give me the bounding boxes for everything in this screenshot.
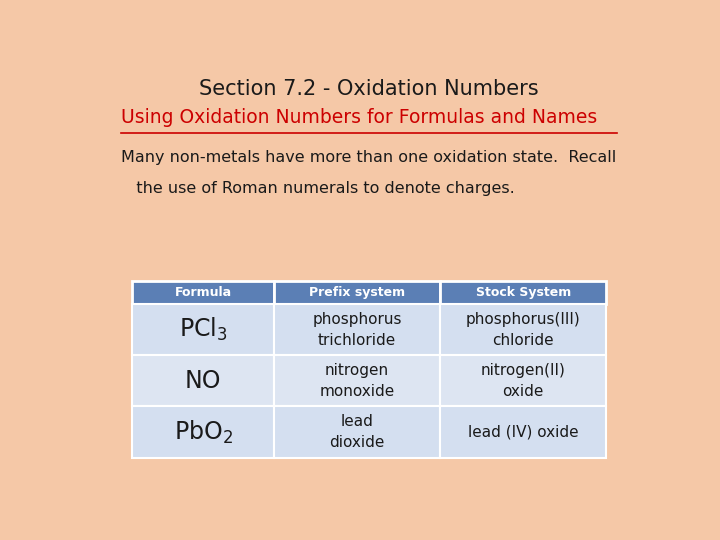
- Text: Section 7.2 - Oxidation Numbers: Section 7.2 - Oxidation Numbers: [199, 79, 539, 99]
- Text: phosphorus
trichloride: phosphorus trichloride: [312, 312, 402, 348]
- Text: the use of Roman numerals to denote charges.: the use of Roman numerals to denote char…: [121, 181, 515, 196]
- Text: Formula: Formula: [174, 286, 232, 299]
- Text: Using Oxidation Numbers for Formulas and Names: Using Oxidation Numbers for Formulas and…: [121, 109, 597, 127]
- Bar: [132, 304, 274, 355]
- Text: nitrogen
monoxide: nitrogen monoxide: [320, 363, 395, 399]
- Bar: [274, 355, 440, 407]
- Bar: [132, 355, 274, 407]
- Bar: [440, 407, 606, 458]
- Bar: [274, 281, 440, 304]
- Text: nitrogen(II)
oxide: nitrogen(II) oxide: [481, 363, 566, 399]
- Text: lead (IV) oxide: lead (IV) oxide: [468, 424, 578, 440]
- Bar: [132, 407, 274, 458]
- Bar: [274, 304, 440, 355]
- Bar: [440, 281, 606, 304]
- Text: Stock System: Stock System: [475, 286, 571, 299]
- Text: phosphorus(III)
chloride: phosphorus(III) chloride: [466, 312, 580, 348]
- Text: PbO$_2$: PbO$_2$: [174, 418, 233, 445]
- Text: NO: NO: [185, 369, 221, 393]
- Bar: [274, 407, 440, 458]
- Text: PCl$_3$: PCl$_3$: [179, 316, 228, 343]
- Bar: [440, 355, 606, 407]
- Bar: [440, 304, 606, 355]
- Bar: [132, 281, 274, 304]
- Text: Prefix system: Prefix system: [309, 286, 405, 299]
- Text: Many non-metals have more than one oxidation state.  Recall: Many non-metals have more than one oxida…: [121, 150, 616, 165]
- Text: lead
dioxide: lead dioxide: [330, 414, 384, 450]
